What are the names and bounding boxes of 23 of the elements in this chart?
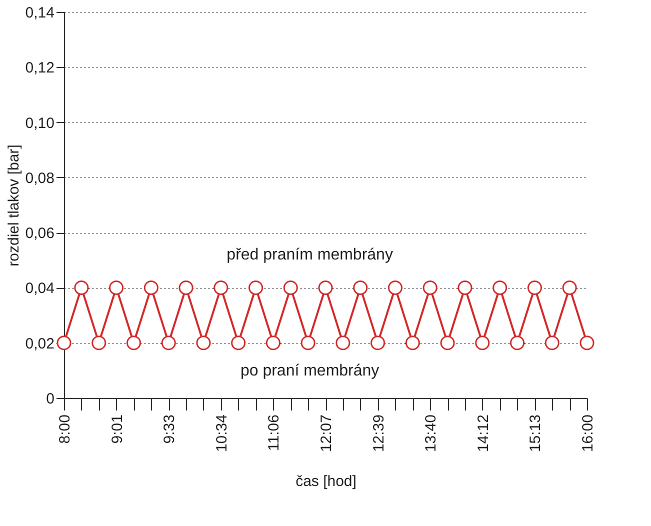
annotation: po praní membrány (240, 362, 380, 380)
annotation: před praním membrány (226, 246, 393, 264)
y-tick-label: 0,02 (25, 335, 54, 352)
x-tick-label: 10:34 (213, 414, 230, 452)
x-axis-title: čas [hod] (296, 473, 356, 490)
y-tick-label: 0,12 (25, 60, 54, 77)
y-tick-label: 0,14 (25, 4, 54, 22)
x-tick-label: 15:13 (527, 414, 544, 452)
y-tick-label: 0 (46, 390, 54, 408)
y-tick-label: 0,06 (25, 225, 54, 242)
x-tick-label: 8:00 (56, 414, 74, 444)
y-axis-title: rozdiel tlakov [bar] (5, 144, 22, 266)
x-tick-label: 14:12 (474, 414, 492, 452)
y-tick-label: 0,04 (25, 280, 54, 298)
y-tick-label: 0,10 (25, 114, 54, 132)
x-tick-label: 16:00 (580, 414, 596, 452)
x-tick-label: 9:01 (108, 414, 126, 444)
x-tick-label: 9:33 (161, 414, 178, 444)
x-tick-label: 11:06 (266, 414, 283, 451)
x-tick-label: 12:07 (318, 414, 335, 452)
y-tick-label: 0,08 (25, 170, 54, 187)
x-tick-label: 12:39 (370, 414, 388, 452)
x-tick-label: 13:40 (422, 414, 440, 452)
